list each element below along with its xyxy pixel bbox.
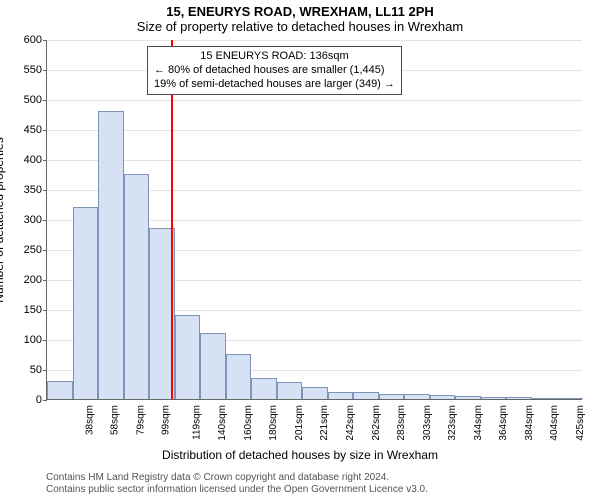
ytick-label: 150 [2, 304, 42, 316]
xtick-label: 262sqm [371, 405, 382, 441]
gridline [47, 100, 582, 101]
ytick-mark [43, 250, 47, 251]
histogram-bar [73, 207, 99, 399]
xtick-label: 180sqm [269, 405, 280, 441]
gridline [47, 160, 582, 161]
ytick-label: 600 [2, 34, 42, 46]
histogram-chart: 05010015020025030035040045050055060038sq… [46, 40, 582, 400]
histogram-bar [226, 354, 252, 399]
footer-line-1: Contains HM Land Registry data © Crown c… [46, 472, 428, 484]
xtick-label: 283sqm [396, 405, 407, 441]
chart-title: 15, ENEURYS ROAD, WREXHAM, LL11 2PH [0, 0, 600, 19]
annotation-line: 15 ENEURYS ROAD: 136sqm [154, 50, 395, 64]
xtick-label: 404sqm [549, 405, 560, 441]
histogram-bar [481, 397, 507, 399]
histogram-bar [47, 381, 73, 399]
ytick-label: 0 [2, 394, 42, 406]
ytick-label: 500 [2, 94, 42, 106]
xtick-label: 201sqm [294, 405, 305, 441]
xtick-label: 303sqm [422, 405, 433, 441]
histogram-bar [251, 378, 277, 399]
xtick-label: 384sqm [524, 405, 535, 441]
gridline [47, 40, 582, 41]
histogram-bar [506, 397, 532, 399]
xtick-label: 160sqm [243, 405, 254, 441]
histogram-bar [353, 392, 379, 399]
chart-subtitle: Size of property relative to detached ho… [0, 19, 600, 36]
ytick-mark [43, 100, 47, 101]
ytick-mark [43, 190, 47, 191]
xtick-label: 79sqm [135, 405, 146, 435]
ytick-label: 450 [2, 124, 42, 136]
xtick-label: 242sqm [345, 405, 356, 441]
ytick-label: 250 [2, 244, 42, 256]
ytick-mark [43, 220, 47, 221]
annotation-line: ← 80% of detached houses are smaller (1,… [154, 64, 395, 78]
xtick-label: 323sqm [447, 405, 458, 441]
histogram-bar [200, 333, 226, 399]
plot-area: 05010015020025030035040045050055060038sq… [46, 40, 582, 400]
ytick-label: 350 [2, 184, 42, 196]
ytick-mark [43, 40, 47, 41]
x-axis-label: Distribution of detached houses by size … [0, 448, 600, 462]
ytick-label: 550 [2, 64, 42, 76]
ytick-label: 200 [2, 274, 42, 286]
gridline [47, 130, 582, 131]
ytick-mark [43, 280, 47, 281]
ytick-mark [43, 160, 47, 161]
ytick-mark [43, 70, 47, 71]
ytick-mark [43, 130, 47, 131]
ytick-label: 400 [2, 154, 42, 166]
histogram-bar [328, 392, 354, 399]
xtick-label: 364sqm [498, 405, 509, 441]
xtick-label: 119sqm [191, 405, 202, 440]
xtick-label: 425sqm [575, 405, 586, 441]
histogram-bar [557, 398, 583, 399]
xtick-label: 99sqm [161, 405, 172, 435]
histogram-bar [302, 387, 328, 399]
xtick-label: 344sqm [473, 405, 484, 441]
histogram-bar [379, 394, 405, 399]
xtick-label: 140sqm [217, 405, 228, 441]
ytick-mark [43, 400, 47, 401]
ytick-label: 100 [2, 334, 42, 346]
xtick-label: 58sqm [110, 405, 121, 435]
ytick-mark [43, 370, 47, 371]
histogram-bar [532, 398, 558, 399]
footer-attribution: Contains HM Land Registry data © Crown c… [46, 472, 428, 496]
ytick-mark [43, 310, 47, 311]
histogram-bar [455, 396, 481, 399]
histogram-bar [404, 394, 430, 399]
ytick-label: 50 [2, 364, 42, 376]
histogram-bar [98, 111, 124, 399]
histogram-bar [175, 315, 201, 399]
histogram-bar [430, 395, 456, 399]
annotation-line: 19% of semi-detached houses are larger (… [154, 78, 395, 92]
histogram-bar [124, 174, 150, 399]
histogram-bar [277, 382, 303, 399]
footer-line-2: Contains public sector information licen… [46, 484, 428, 496]
xtick-label: 221sqm [320, 405, 331, 441]
xtick-label: 38sqm [84, 405, 95, 435]
annotation-box: 15 ENEURYS ROAD: 136sqm← 80% of detached… [147, 46, 402, 95]
ytick-label: 300 [2, 214, 42, 226]
ytick-mark [43, 340, 47, 341]
